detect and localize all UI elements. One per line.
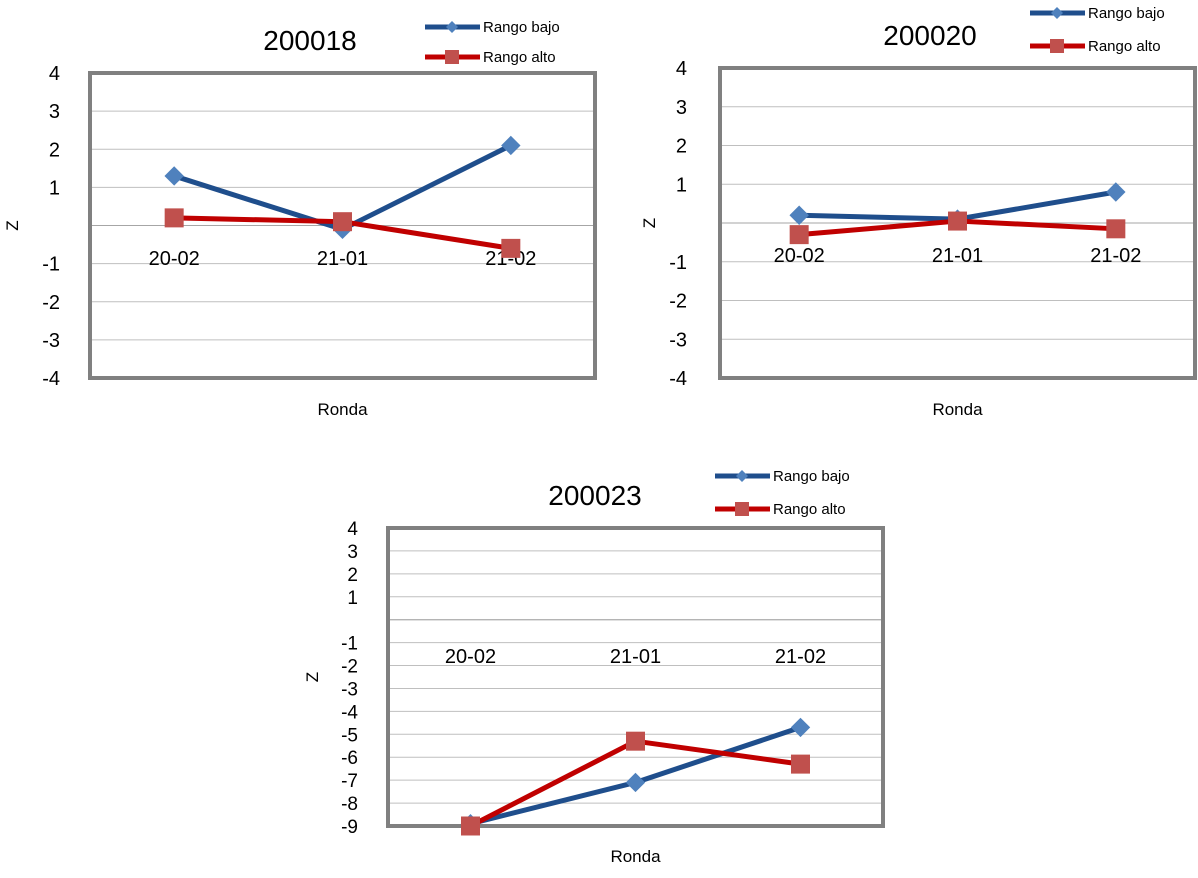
data-point-rango-bajo — [501, 135, 521, 156]
y-tick-label: 2 — [347, 565, 358, 586]
legend-marker-square — [1050, 39, 1064, 53]
chart-title: 200023 — [548, 480, 641, 511]
chart-200018-svg: 4 3 2 1 -1 -2 -3 -4 20-02 21-01 21-02 Ronda Z 200018 R… — [3, 19, 597, 419]
y-tick-label: 3 — [347, 542, 358, 563]
data-point-rango-alto — [948, 211, 967, 231]
y-tick-label: -1 — [42, 254, 60, 276]
y-tick-label: -6 — [341, 748, 358, 769]
x-category-label: 21-01 — [932, 245, 983, 267]
y-tick-label: 2 — [49, 139, 60, 161]
x-category-label: 20-02 — [774, 245, 825, 267]
legend-label: Rango alto — [483, 49, 556, 66]
legend-marker-diamond — [446, 21, 458, 33]
y-tick-label: -1 — [669, 252, 687, 274]
x-category-label: 21-01 — [610, 646, 661, 668]
x-category-label: 21-02 — [1090, 245, 1141, 267]
y-tick-label: 1 — [676, 174, 687, 196]
plot-frame — [386, 526, 885, 828]
y-tick-label: 4 — [676, 58, 687, 80]
y-tick-label: -2 — [42, 292, 60, 314]
y-tick-label: 1 — [49, 177, 60, 199]
x-category-label: 20-02 — [149, 248, 200, 270]
data-point-rango-alto — [1106, 219, 1126, 239]
data-point-rango-alto — [791, 754, 810, 774]
y-tick-label: 1 — [347, 588, 358, 609]
data-point-rango-bajo — [1106, 182, 1126, 202]
data-point-rango-alto — [333, 212, 352, 232]
y-tick-label: -7 — [341, 771, 358, 792]
x-axis-label: Ronda — [317, 400, 368, 419]
data-point-rango-alto — [789, 225, 809, 245]
x-axis-label: Ronda — [610, 847, 661, 866]
data-point-rango-bajo — [789, 205, 809, 225]
legend-label: Rango bajo — [1088, 5, 1165, 22]
x-axis-label: Ronda — [932, 400, 983, 419]
x-category-label: 21-02 — [775, 646, 826, 668]
legend-label: Rango alto — [1088, 38, 1161, 55]
x-category-label: 21-02 — [485, 248, 536, 270]
y-tick-label: -3 — [669, 329, 687, 351]
y-tick-label: -4 — [42, 368, 60, 390]
y-tick-label: -3 — [42, 330, 60, 352]
y-axis-label: Z — [303, 672, 322, 682]
data-point-rango-alto — [501, 238, 521, 258]
y-tick-label: -5 — [341, 725, 358, 746]
x-category-label: 20-02 — [445, 646, 496, 668]
y-tick-label: 4 — [347, 519, 358, 540]
data-point-rango-bajo — [790, 717, 811, 738]
y-tick-label: -8 — [341, 794, 358, 815]
plot-frame — [718, 66, 1197, 380]
y-axis-label: Z — [640, 218, 659, 228]
y-tick-label: 2 — [676, 136, 687, 158]
y-tick-label: -1 — [341, 634, 358, 655]
legend-marker-diamond — [736, 470, 748, 482]
chart-title: 200020 — [883, 20, 976, 51]
data-point-rango-alto — [164, 208, 184, 228]
data-point-rango-alto — [626, 731, 645, 751]
legend-label: Rango alto — [773, 501, 846, 518]
y-axis-label: Z — [3, 220, 22, 230]
y-tick-label: -4 — [669, 368, 687, 390]
y-tick-label: -2 — [669, 291, 687, 313]
data-point-rango-bajo — [164, 166, 184, 186]
plot-frame — [88, 71, 597, 380]
chart-title: 200018 — [263, 25, 356, 56]
chart-200020: 4 3 2 1 -1 -2 -3 -4 20-02 21-01 21-02 Ronda Z 200020 R… — [625, 0, 1198, 430]
legend-marker-diamond — [1051, 7, 1063, 19]
chart-200020-svg: 4 3 2 1 -1 -2 -3 -4 20-02 21-01 21-02 Ronda Z 200020 R… — [640, 5, 1197, 419]
y-tick-label: 4 — [49, 63, 60, 85]
legend-marker-square — [445, 50, 459, 64]
y-tick-label: -3 — [341, 679, 358, 700]
y-tick-label: -4 — [341, 702, 358, 723]
legend-marker-square — [735, 502, 749, 516]
data-point-rango-bajo — [625, 772, 646, 793]
y-tick-label: -9 — [341, 817, 358, 838]
legend-label: Rango bajo — [483, 19, 560, 36]
legend-label: Rango bajo — [773, 468, 850, 485]
data-point-rango-alto — [461, 816, 480, 836]
y-tick-label: 3 — [49, 101, 60, 123]
x-category-label: 21-01 — [317, 248, 368, 270]
y-tick-label: 3 — [676, 97, 687, 119]
chart-200023: 4 3 2 1 -1 -2 -3 -4 -5 -6 -7 -8 -9 20-02 21-01 21-02 Ron… — [300, 460, 900, 873]
chart-200018: 4 3 2 1 -1 -2 -3 -4 20-02 21-01 21-02 Ronda Z 200018 R… — [0, 0, 600, 430]
y-tick-label: -2 — [341, 657, 358, 678]
